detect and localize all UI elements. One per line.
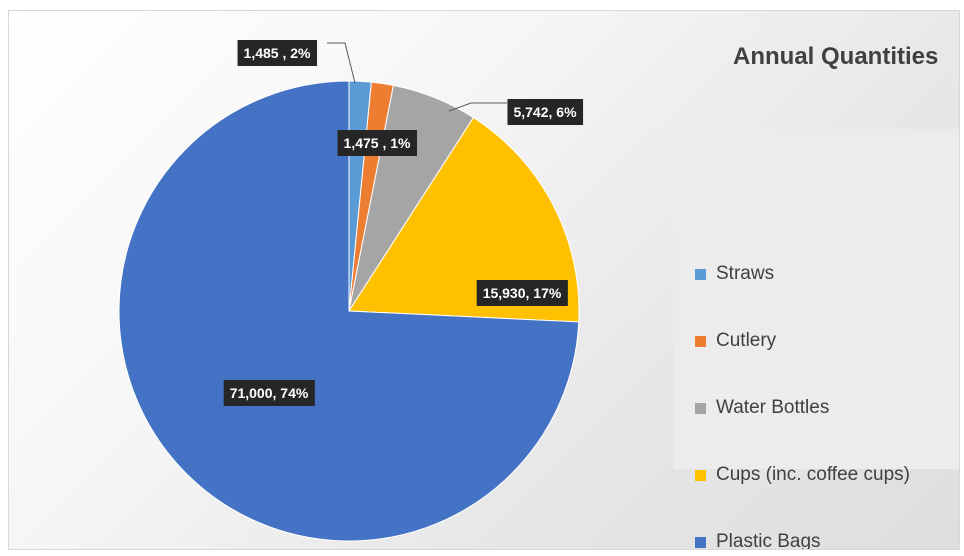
legend-item-straws: Straws	[695, 261, 774, 287]
legend-swatch-water-bottles	[695, 402, 706, 414]
data-label-bg-cutlery	[337, 130, 418, 156]
pie-slice-plastic-bags	[118, 80, 580, 542]
pie-slice-cups-inc-coffee-cups	[348, 116, 580, 323]
data-label-text-cups-inc-coffee-cups: 15,930, 17%	[483, 285, 562, 301]
legend-swatch-cups	[695, 469, 706, 481]
leader-line-water-bottles	[448, 102, 507, 112]
legend-label-water-bottles: Water Bottles	[716, 397, 830, 418]
data-label-cutlery: 1,475 , 1%	[337, 130, 418, 156]
chart-area: 1,485 , 2% 1,475 , 1% 5,742, 6% 15,930, 17%…	[8, 10, 960, 550]
data-label-text-cutlery: 1,475 , 1%	[344, 135, 411, 151]
data-label-text-plastic-bags: 71,000, 74%	[230, 385, 309, 401]
data-label-plastic-bags: 71,000, 74%	[223, 380, 315, 406]
data-label-straws: 1,485 , 2%	[237, 40, 318, 66]
data-label-bg-water-bottles	[507, 99, 584, 125]
data-label-bg-cups-inc-coffee-cups	[476, 280, 568, 306]
legend: Straws Cutlery Water Bottles Cups (inc. …	[673, 129, 959, 549]
data-label-cups-inc-coffee-cups: 15,930, 17%	[476, 280, 568, 306]
legend-item-plastic-bags: Plastic Bags	[695, 529, 821, 550]
legend-swatch-straws	[695, 268, 706, 280]
data-label-bg-plastic-bags	[223, 380, 315, 406]
legend-label-straws: Straws	[716, 263, 775, 284]
legend-label-plastic-bags: Plastic Bags	[716, 531, 821, 550]
legend-swatch-cutlery	[695, 335, 706, 347]
legend-item-cups: Cups (inc. coffee cups)	[695, 462, 910, 488]
legend-label-cutlery: Cutlery	[716, 330, 777, 351]
legend-item-water-bottles: Water Bottles	[695, 395, 829, 421]
leader-line-straws	[327, 42, 356, 84]
data-label-water-bottles: 5,742, 6%	[507, 99, 584, 125]
pie-chart: 1,485 , 2% 1,475 , 1% 5,742, 6% 15,930, 17%…	[118, 40, 584, 542]
data-label-text-straws: 1,485 , 2%	[244, 45, 311, 61]
data-label-text-water-bottles: 5,742, 6%	[513, 104, 577, 120]
legend-swatch-plastic-bags	[695, 536, 706, 548]
legend-item-cutlery: Cutlery	[695, 328, 776, 354]
chart-title: Annual Quantities	[733, 43, 939, 70]
legend-label-cups: Cups (inc. coffee cups)	[716, 464, 910, 485]
data-label-bg-straws	[237, 40, 318, 66]
